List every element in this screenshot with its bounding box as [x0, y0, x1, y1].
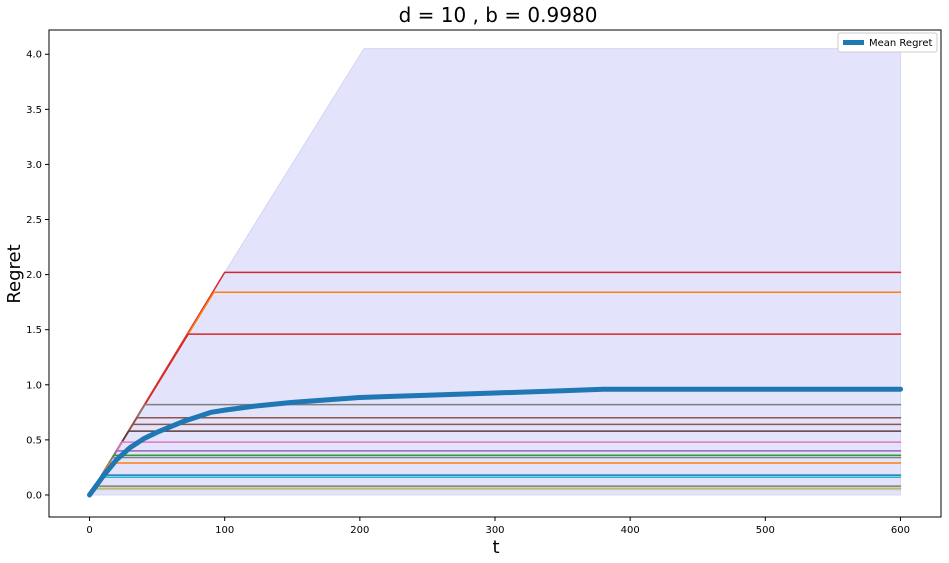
y-tick-label: 0.0: [26, 490, 42, 501]
series-lines: [87, 271, 903, 498]
legend-mean-regret-label: Mean Regret: [869, 38, 932, 49]
plot-area: [48, 29, 942, 518]
x-axis-label: t: [492, 537, 499, 558]
x-tick-label: 0: [86, 525, 92, 536]
x-tick-label: 500: [756, 525, 775, 536]
y-tick-label: 1.0: [26, 380, 42, 391]
x-axis-ticks: 0 100 200 300 400 500 600: [86, 517, 910, 536]
y-tick-label: 2.0: [26, 270, 42, 281]
y-tick-label: 0.5: [26, 435, 42, 446]
legend: Mean Regret: [837, 32, 938, 53]
y-axis-ticks: 0.0 0.5 1.0 1.5 2.0 2.5 3.0 3.5 4.0: [26, 50, 49, 501]
y-tick-label: 3.0: [26, 160, 42, 171]
y-tick-label: 1.5: [26, 325, 42, 336]
x-tick-label: 100: [215, 525, 234, 536]
x-tick-label: 300: [485, 525, 504, 536]
y-axis-label: Regret: [4, 244, 25, 303]
x-tick-label: 600: [891, 525, 910, 536]
legend-box: [837, 32, 938, 53]
chart-title: d = 10 , b = 0.9980: [399, 3, 598, 27]
y-tick-label: 3.5: [26, 105, 42, 116]
y-tick-label: 4.0: [26, 50, 42, 61]
y-tick-label: 2.5: [26, 215, 42, 226]
series-line-mean-regret: [87, 386, 903, 498]
x-tick-label: 200: [350, 525, 369, 536]
x-tick-label: 400: [621, 525, 640, 536]
